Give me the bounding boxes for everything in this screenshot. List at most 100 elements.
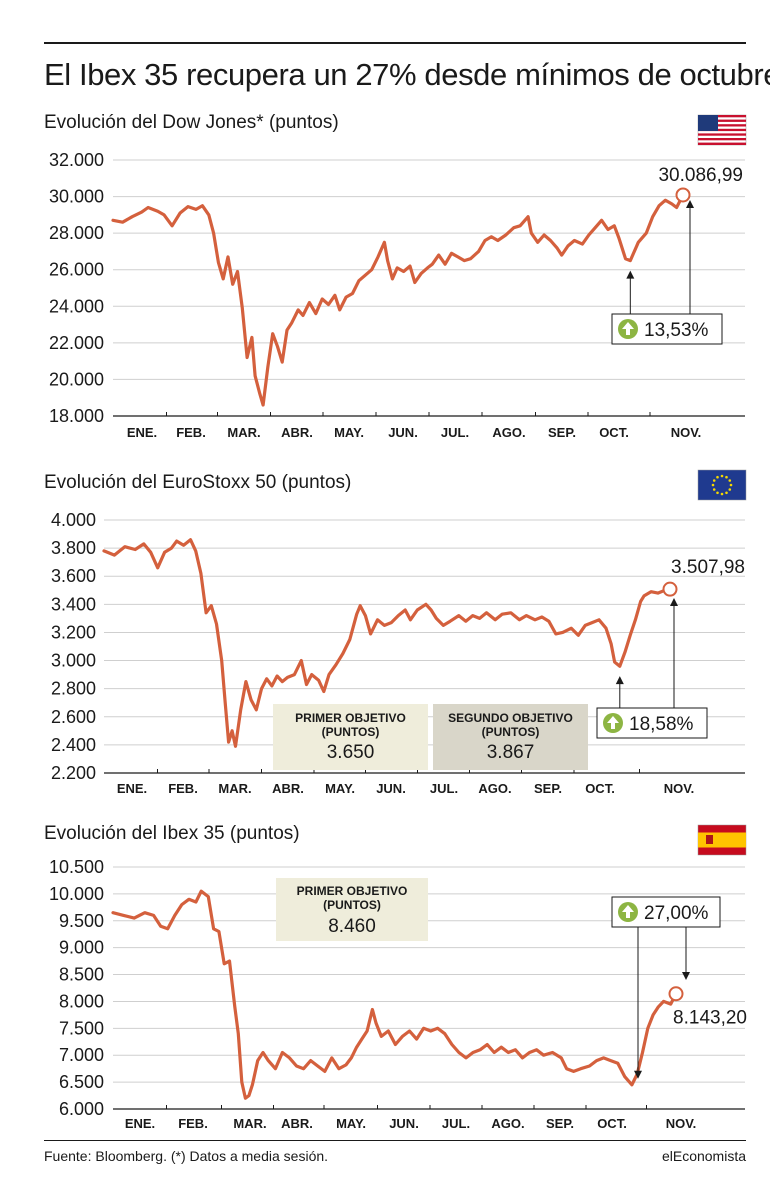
eu-flag-star xyxy=(716,475,719,479)
last-value-label: 8.143,20 xyxy=(673,1008,747,1029)
last-value-label: 3.507,98 xyxy=(671,557,745,578)
target-box: PRIMER OBJETIVO(PUNTOS) 8.460 xyxy=(276,878,428,941)
x-tick-label: OCT. xyxy=(585,781,615,796)
y-tick-label: 6.500 xyxy=(59,1072,104,1092)
target-title: PRIMER OBJETIVO xyxy=(295,711,406,725)
y-tick-label: 22.000 xyxy=(49,333,104,353)
arrow-head xyxy=(626,270,635,279)
y-tick-label: 30.000 xyxy=(49,187,104,207)
y-tick-label: 4.000 xyxy=(51,510,96,530)
x-tick-label: ENE. xyxy=(117,781,147,796)
y-tick-label: 8.000 xyxy=(59,991,104,1011)
x-tick-label: FEB. xyxy=(168,781,198,796)
x-tick-label: ABR. xyxy=(281,1116,313,1131)
y-tick-label: 8.500 xyxy=(59,965,104,985)
dow-plot: 32.000 30.000 28.000 26.000 24.000 22.000 20.0… xyxy=(49,150,745,440)
series-line xyxy=(111,193,685,407)
x-tick-label: NOV. xyxy=(666,1116,697,1131)
y-tick-label: 7.000 xyxy=(59,1045,104,1065)
eu-flag-star xyxy=(728,488,732,491)
x-tick-label: JUL. xyxy=(441,425,469,440)
y-tick-label: 2.800 xyxy=(51,679,96,699)
x-tick-label: ENE. xyxy=(127,425,157,440)
euro-plot: 4.000 3.800 3.600 3.400 3.200 3.000 2.800 2.600… xyxy=(51,510,745,796)
x-tick-label: AGO. xyxy=(478,781,511,796)
x-tick-label: ABR. xyxy=(272,781,304,796)
spain-flag-icon xyxy=(697,824,747,856)
target-title: (PUNTOS) xyxy=(322,725,380,739)
x-tick-label: MAR. xyxy=(227,425,260,440)
arrow-up-glyph xyxy=(607,716,619,729)
ibex-chart-title: Evolución del Ibex 35 (puntos) xyxy=(44,823,300,844)
y-tick-label: 20.000 xyxy=(49,369,104,389)
target-value: 3.867 xyxy=(487,742,535,763)
arrow-head xyxy=(682,972,690,980)
y-tick-label: 3.600 xyxy=(51,566,96,586)
x-tick-label: OCT. xyxy=(599,425,629,440)
target-title: PRIMER OBJETIVO xyxy=(297,884,408,898)
x-tick-label: MAY. xyxy=(336,1116,366,1131)
y-tick-label: 9.500 xyxy=(59,911,104,931)
x-tick-label: MAR. xyxy=(233,1116,266,1131)
x-tick-label: SEP. xyxy=(548,425,576,440)
last-value-marker xyxy=(668,986,684,1002)
y-tick-label: 9.000 xyxy=(59,938,104,958)
target-value: 8.460 xyxy=(328,916,376,937)
x-tick-label: ENE. xyxy=(125,1116,155,1131)
change-percent: 27,00% xyxy=(644,903,709,924)
spain-flag-yellow xyxy=(698,832,746,848)
last-value-marker xyxy=(662,581,678,597)
eu-flag-star xyxy=(712,479,716,482)
x-tick-label: NOV. xyxy=(671,425,702,440)
target-box: SEGUNDO OBJETIVO(PUNTOS) 3.867 xyxy=(433,704,588,770)
y-tick-label: 32.000 xyxy=(49,150,104,170)
ibex-plot: 10.500 10.000 9.500 9.000 8.500 8.000 7.500 7.0… xyxy=(49,857,747,1131)
eu-flag-star xyxy=(711,483,715,487)
target-box-bg xyxy=(276,878,428,941)
spain-flag-coat xyxy=(706,835,713,844)
change-badge: 18,58% xyxy=(596,707,708,739)
headline: El Ibex 35 recupera un 27% desde mínimos… xyxy=(44,57,770,92)
eu-flag-star xyxy=(725,475,728,479)
arrow-up-glyph xyxy=(622,905,634,918)
x-tick-label: ABR. xyxy=(281,425,313,440)
y-tick-label: 2.600 xyxy=(51,707,96,727)
target-box: PRIMER OBJETIVO(PUNTOS) 3.650 xyxy=(273,704,428,770)
y-tick-label: 3.800 xyxy=(51,538,96,558)
y-tick-label: 3.200 xyxy=(51,622,96,642)
change-percent: 18,58% xyxy=(629,714,694,735)
x-tick-label: AGO. xyxy=(492,425,525,440)
target-title: (PUNTOS) xyxy=(482,725,540,739)
arrow-up-glyph xyxy=(622,322,634,335)
x-tick-label: NOV. xyxy=(664,781,695,796)
x-tick-label: JUN. xyxy=(389,1116,419,1131)
target-value: 3.650 xyxy=(327,742,375,763)
y-tick-label: 2.200 xyxy=(51,763,96,783)
change-badge: 27,00% xyxy=(611,896,721,928)
x-tick-label: MAY. xyxy=(334,425,364,440)
eurostoxx-chart-title: Evolución del EuroStoxx 50 (puntos) xyxy=(44,472,352,493)
target-box-bg xyxy=(273,704,428,770)
x-tick-label: MAR. xyxy=(218,781,251,796)
change-percent: 13,53% xyxy=(644,320,709,341)
x-tick-label: FEB. xyxy=(178,1116,208,1131)
y-tick-label: 26.000 xyxy=(49,260,104,280)
y-tick-label: 3.400 xyxy=(51,594,96,614)
change-badge: 13,53% xyxy=(611,313,723,345)
arrow-head xyxy=(615,676,624,685)
target-box-bg xyxy=(433,704,588,770)
eu-flag-icon xyxy=(697,469,747,501)
eu-flag-star xyxy=(720,474,724,478)
top-rule xyxy=(44,42,746,44)
x-tick-label: JUN. xyxy=(376,781,406,796)
x-tick-label: JUL. xyxy=(430,781,458,796)
y-tick-label: 10.500 xyxy=(49,857,104,877)
x-tick-label: JUL. xyxy=(442,1116,470,1131)
x-tick-label: OCT. xyxy=(597,1116,627,1131)
y-tick-label: 28.000 xyxy=(49,223,104,243)
y-tick-label: 10.000 xyxy=(49,884,104,904)
eu-flag-bg xyxy=(697,469,747,501)
arrow-head xyxy=(686,200,694,208)
eu-flag-star xyxy=(716,491,719,495)
